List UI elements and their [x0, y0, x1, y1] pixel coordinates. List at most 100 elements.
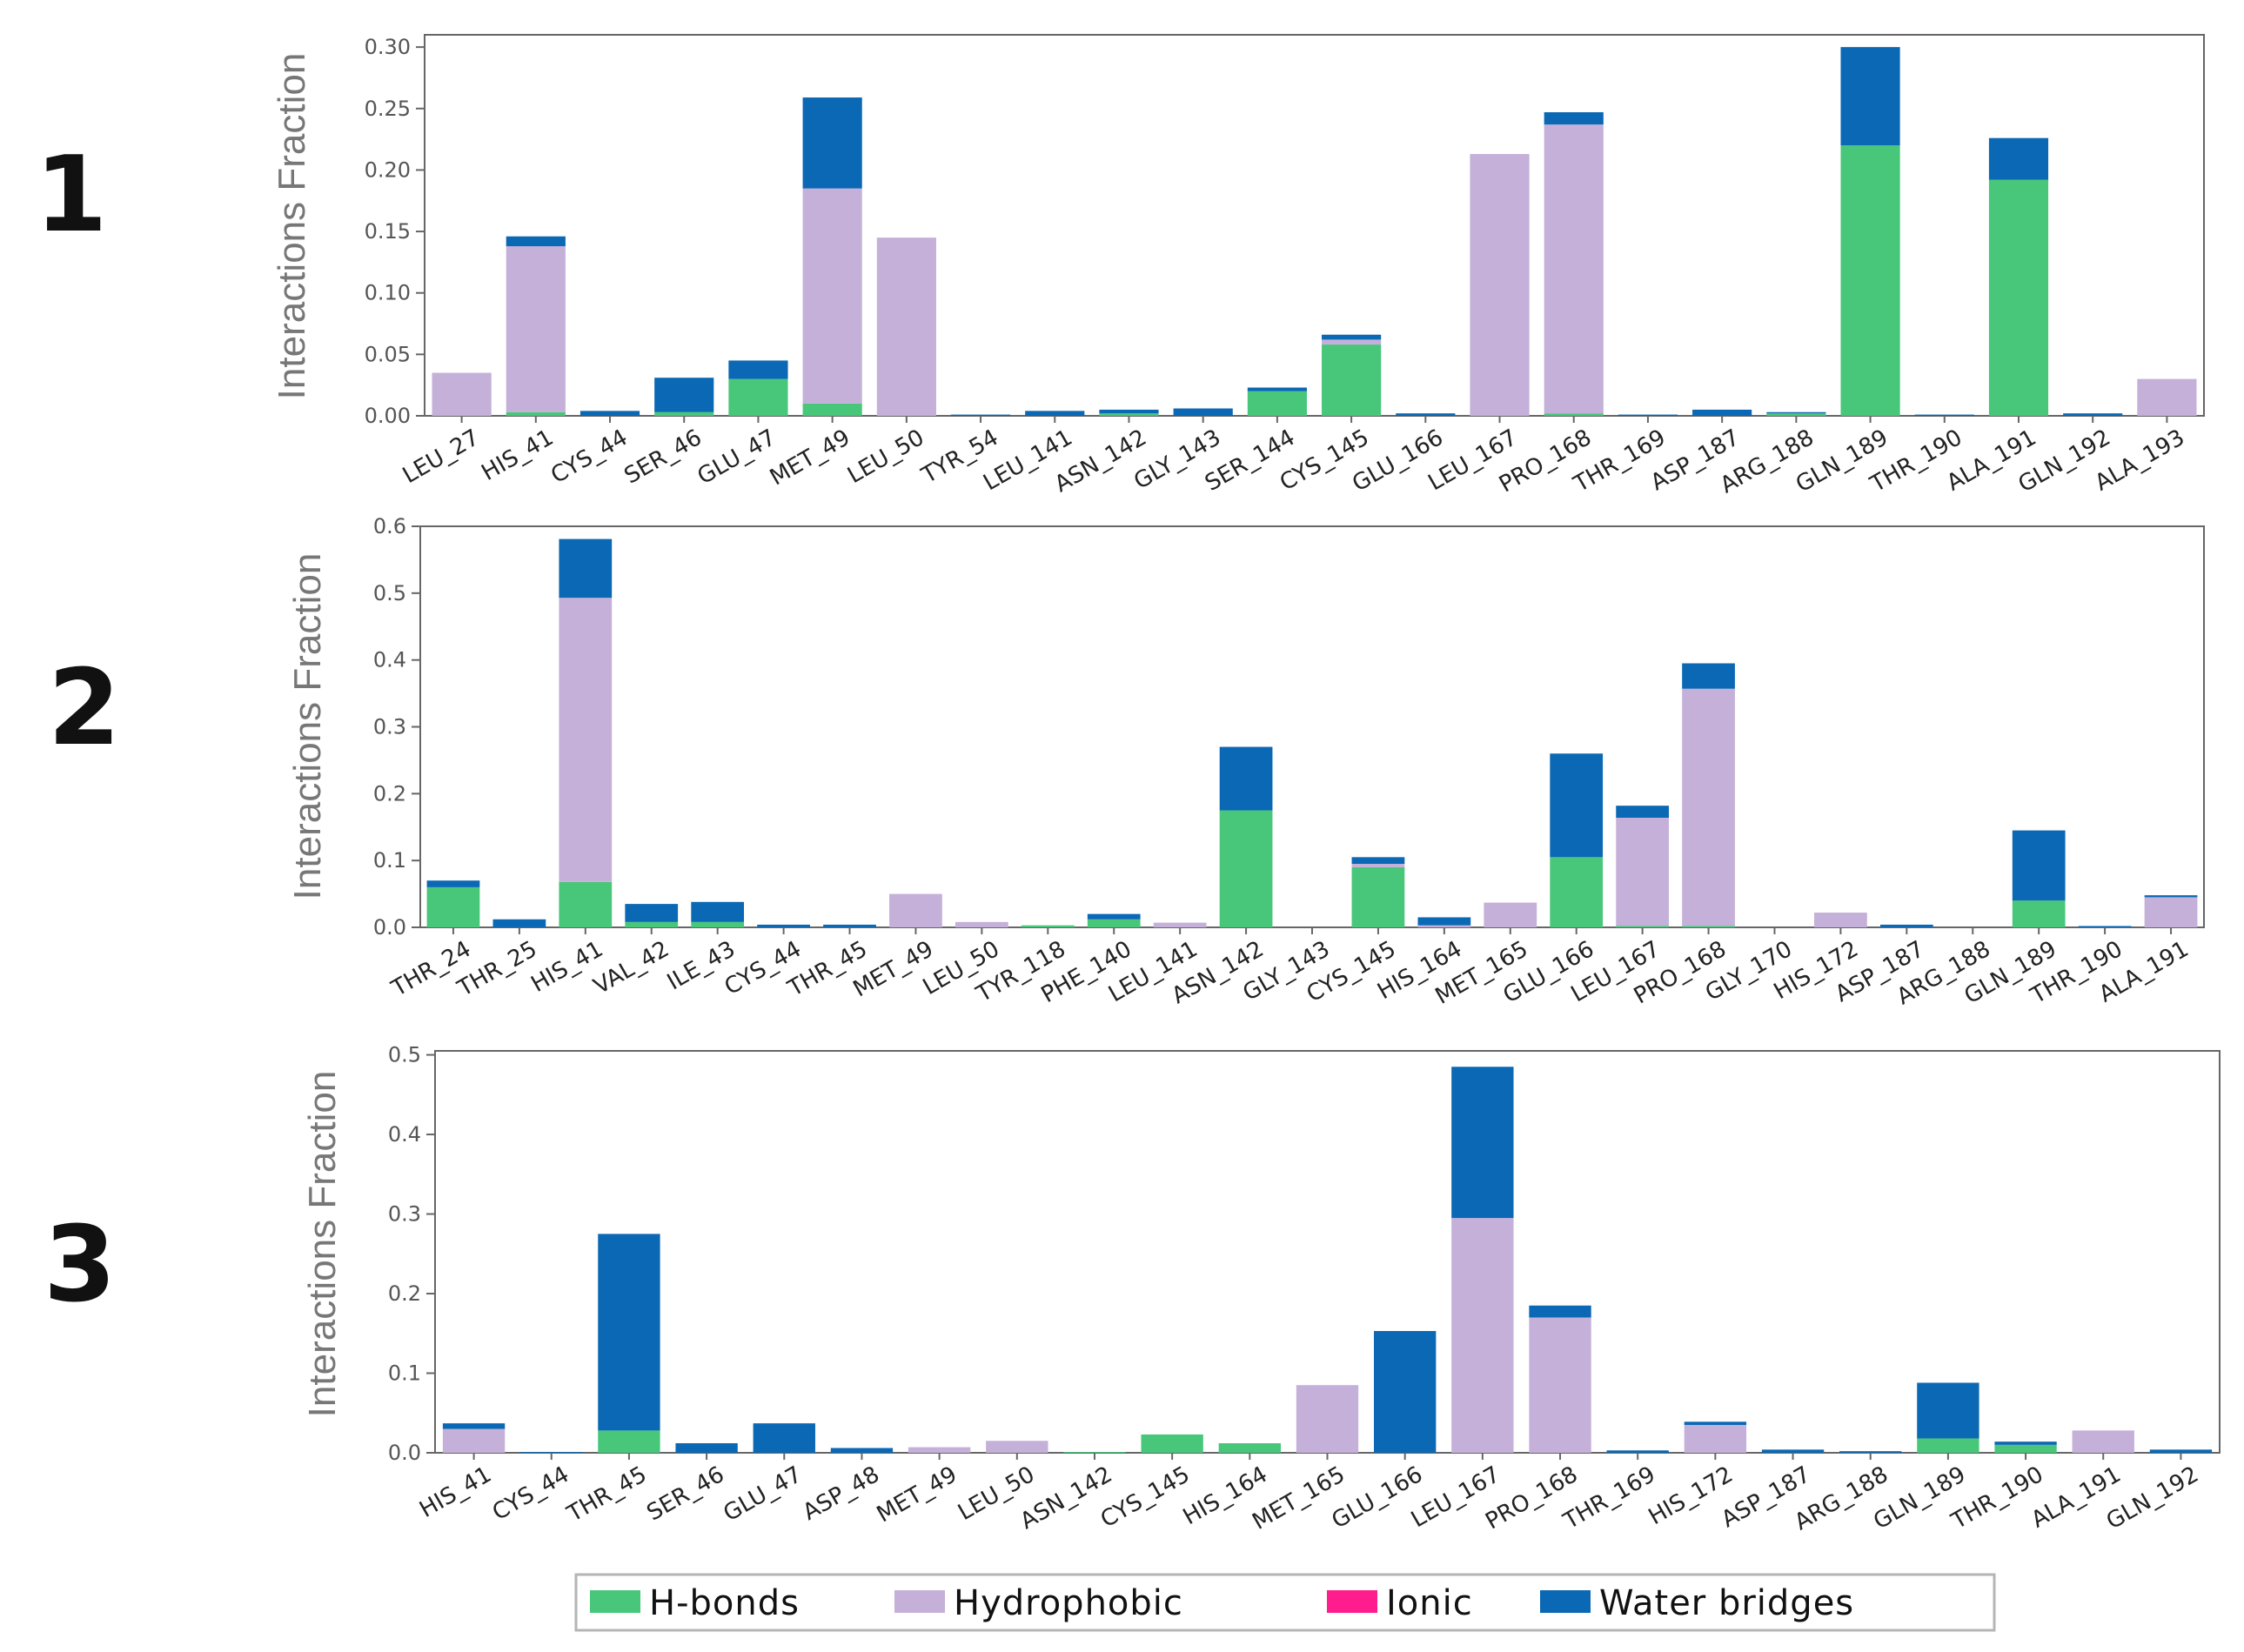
bar-hydrophobic-met-49 [802, 188, 862, 404]
bar-water-asp-187 [1692, 409, 1752, 416]
bar-hbonds-thr-190 [1994, 1444, 2057, 1453]
legend-swatch-hbonds [590, 1590, 640, 1613]
bar-water-gln-189 [1917, 1382, 1979, 1439]
y-tick-label: 0.00 [365, 404, 411, 428]
category-label: GLU_47 [693, 425, 780, 490]
bar-water-thr-24 [426, 880, 480, 887]
bar-water-thr-190 [1914, 414, 1974, 416]
category-label: GLU_47 [720, 1461, 807, 1527]
bar-water-asp-187 [1761, 1449, 1825, 1453]
bar-water-glu-47 [753, 1423, 815, 1453]
bar-hydrophobic-his-172 [1814, 913, 1867, 927]
y-tick-label: 0.1 [388, 1361, 421, 1386]
y-tick-label: 0.5 [388, 1043, 421, 1067]
bar-hydrophobic-met-165 [1484, 902, 1537, 927]
y-axis-label: Interactions Fraction [301, 1071, 344, 1418]
legend-swatch-ionic [1327, 1590, 1377, 1613]
bar-water-leu-141 [1025, 411, 1085, 416]
y-tick-label: 0.3 [373, 715, 406, 739]
bar-hydrophobic-cys-145 [1322, 339, 1382, 345]
plot-frame [424, 34, 2205, 417]
panel-label-1: 1 [35, 135, 108, 256]
bar-water-his-41 [559, 538, 613, 599]
bar-hbonds-pro-168 [1682, 926, 1735, 927]
category-label: ASP_48 [799, 1461, 884, 1526]
y-tick-label: 0.1 [373, 848, 406, 873]
bar-water-leu-167 [1451, 1067, 1514, 1219]
bar-hbonds-asn-142 [1063, 1452, 1126, 1454]
bar-hbonds-thr-24 [426, 886, 480, 927]
legend-label-ionic: Ionic [1386, 1583, 1473, 1623]
bar-water-ile-43 [691, 901, 745, 922]
bar-hbonds-gln-189 [2012, 900, 2066, 927]
bar-hydrophobic-pro-168 [1544, 124, 1604, 414]
category-label: MET_49 [766, 425, 854, 491]
y-tick-label: 0.6 [373, 514, 406, 538]
bar-water-thr-190 [1994, 1441, 2057, 1445]
bar-hydrophobic-pro-168 [1529, 1317, 1591, 1453]
bar-hydrophobic-leu-167 [1451, 1218, 1514, 1453]
y-tick-label: 0.15 [365, 219, 411, 244]
bar-water-ser-144 [1247, 387, 1307, 391]
bar-hydrophobic-his-172 [1684, 1424, 1747, 1453]
bar-hydrophobic-cys-145 [1351, 864, 1405, 867]
bar-water-tyr-54 [950, 414, 1011, 416]
bar-hbonds-leu-167 [1616, 926, 1669, 927]
legend-label-hydrophobic: Hydrophobic [954, 1583, 1183, 1623]
category-label: LEU_27 [399, 425, 484, 489]
legend-frame [574, 1573, 1996, 1632]
legend-label-water: Water bridges [1599, 1583, 1854, 1623]
category-label: LEU_50 [843, 425, 928, 489]
bar-hydrophobic-ala-191 [2072, 1430, 2134, 1453]
bar-water-phe-140 [1087, 913, 1141, 920]
y-tick-label: 0.05 [365, 342, 411, 366]
bar-water-asn-142 [1219, 746, 1273, 811]
bar-water-his-41 [506, 236, 566, 247]
bar-water-thr-45 [598, 1234, 660, 1431]
bar-water-gln-192 [2063, 413, 2123, 416]
bar-hydrophobic-his-41 [559, 598, 613, 882]
bar-water-thr-25 [492, 919, 546, 927]
y-tick-label: 0.25 [365, 97, 411, 121]
bar-hbonds-phe-140 [1087, 919, 1141, 927]
plot-frame [419, 525, 2205, 928]
bar-water-glu-166 [1550, 753, 1604, 858]
bar-hbonds-glu-166 [1550, 857, 1604, 927]
bar-water-cys-44 [520, 1452, 583, 1454]
bar-hbonds-pro-168 [1544, 413, 1604, 416]
bar-hydrophobic-ala-193 [2137, 378, 2197, 416]
y-tick-label: 0.30 [365, 35, 411, 59]
bar-water-cys-145 [1351, 857, 1405, 865]
bar-hydrophobic-leu-167 [1616, 817, 1669, 926]
bar-hbonds-gln-189 [1917, 1438, 1979, 1453]
bar-water-cys-145 [1322, 334, 1382, 340]
bar-water-ser-46 [654, 378, 714, 412]
bar-water-thr-190 [2078, 926, 2132, 927]
bar-hydrophobic-his-41 [506, 246, 566, 412]
bar-water-gln-189 [1840, 47, 1900, 146]
bar-water-his-164 [1417, 917, 1471, 926]
bar-hydrophobic-leu-167 [1470, 154, 1530, 416]
y-axis-label: Interactions Fraction [271, 53, 313, 400]
bar-hbonds-arg-188 [1766, 413, 1826, 416]
category-label: HIS_41 [478, 425, 559, 486]
bar-hbonds-ile-43 [691, 921, 745, 927]
bar-water-gly-143 [1173, 408, 1233, 416]
bar-hydrophobic-leu-50 [876, 237, 936, 416]
bar-hbonds-his-41 [506, 411, 566, 416]
legend-swatch-hydrophobic [894, 1590, 945, 1613]
category-label: SER_46 [620, 425, 707, 490]
bar-hydrophobic-leu-50 [986, 1441, 1048, 1453]
panel-label-3: 3 [44, 1205, 117, 1326]
y-tick-label: 0.2 [388, 1281, 421, 1306]
bar-hbonds-ala-191 [1988, 179, 2049, 416]
category-label: CYS_44 [488, 1461, 573, 1526]
category-label: MET_49 [873, 1461, 961, 1528]
category-label: SER_46 [643, 1461, 729, 1527]
bar-water-pro-168 [1529, 1305, 1591, 1318]
bar-water-gln-192 [2149, 1449, 2213, 1453]
bar-hydrophobic-pro-168 [1682, 688, 1735, 926]
bar-hbonds-gln-189 [1840, 145, 1900, 416]
category-label: CYS_44 [546, 425, 632, 489]
